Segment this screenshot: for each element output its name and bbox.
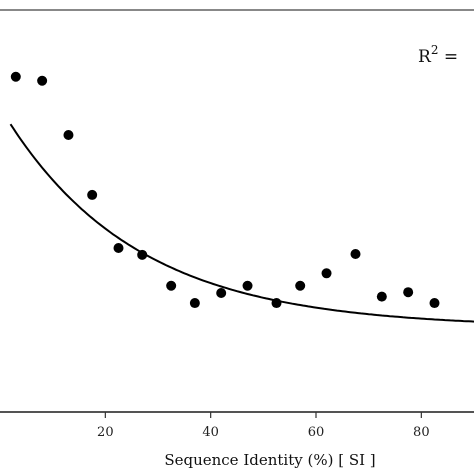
data-point <box>376 291 387 302</box>
data-point <box>113 242 124 253</box>
data-point <box>166 280 177 291</box>
r-squared-sup: 2 <box>431 43 439 57</box>
data-point <box>350 249 361 260</box>
x-tick-label: 80 <box>413 425 430 440</box>
x-ticks: 20 40 60 80 <box>97 412 430 440</box>
r-squared-label: R2 = <box>418 43 458 67</box>
data-point <box>63 130 74 141</box>
data-point <box>321 268 332 279</box>
data-point <box>10 71 21 82</box>
data-points <box>10 71 440 309</box>
x-tick-label: 20 <box>97 425 114 440</box>
plot-frame <box>0 9 474 413</box>
r-squared-rest: = <box>438 47 458 67</box>
data-point <box>137 249 148 260</box>
data-point <box>216 288 227 299</box>
x-tick-label: 60 <box>308 425 325 440</box>
data-point <box>189 298 200 309</box>
data-point <box>242 280 253 291</box>
x-tick-label: 40 <box>202 425 219 440</box>
data-point <box>271 298 282 309</box>
fit-curve <box>9 123 474 323</box>
data-point <box>37 75 48 86</box>
data-point <box>403 287 414 298</box>
data-point <box>429 298 440 309</box>
data-point <box>87 189 98 200</box>
fit-layer <box>9 123 474 323</box>
r-squared-base: R <box>418 47 432 67</box>
data-point <box>295 280 306 291</box>
x-axis-label: Sequence Identity (%) [ SI ] <box>164 451 375 469</box>
